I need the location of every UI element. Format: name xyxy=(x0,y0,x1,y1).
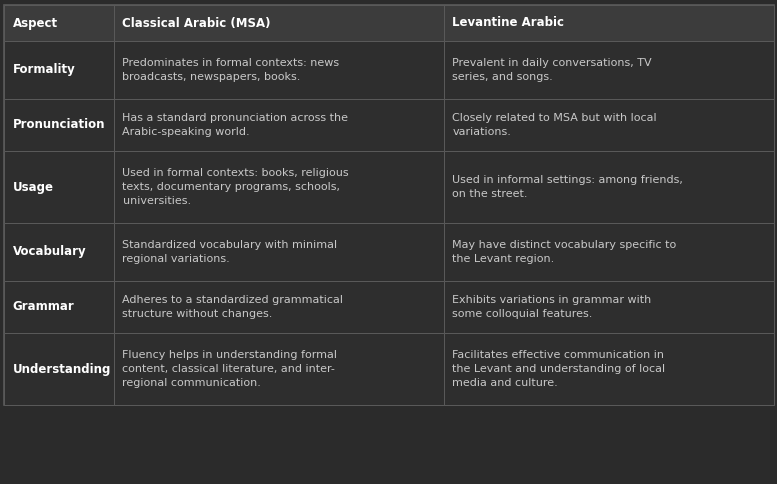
Bar xyxy=(113,333,444,405)
Bar xyxy=(113,281,444,333)
Bar xyxy=(4,41,113,99)
Text: Formality: Formality xyxy=(12,63,75,76)
Bar xyxy=(113,5,444,41)
Text: Has a standard pronunciation across the
Arabic-speaking world.: Has a standard pronunciation across the … xyxy=(123,113,349,137)
Text: Predominates in formal contexts: news
broadcasts, newspapers, books.: Predominates in formal contexts: news br… xyxy=(123,58,340,82)
Bar xyxy=(113,99,444,151)
Text: Prevalent in daily conversations, TV
series, and songs.: Prevalent in daily conversations, TV ser… xyxy=(452,58,652,82)
Bar xyxy=(4,5,113,41)
Text: May have distinct vocabulary specific to
the Levant region.: May have distinct vocabulary specific to… xyxy=(452,240,677,264)
Bar xyxy=(444,151,773,223)
Text: Aspect: Aspect xyxy=(12,16,57,30)
Bar xyxy=(113,223,444,281)
Text: Understanding: Understanding xyxy=(12,363,111,376)
Text: Standardized vocabulary with minimal
regional variations.: Standardized vocabulary with minimal reg… xyxy=(123,240,338,264)
Text: Fluency helps in understanding formal
content, classical literature, and inter-
: Fluency helps in understanding formal co… xyxy=(123,349,337,388)
Text: Adheres to a standardized grammatical
structure without changes.: Adheres to a standardized grammatical st… xyxy=(123,295,343,319)
Bar xyxy=(444,333,773,405)
Bar xyxy=(113,151,444,223)
Bar xyxy=(444,281,773,333)
Bar xyxy=(444,99,773,151)
Bar xyxy=(4,5,773,405)
Text: Usage: Usage xyxy=(12,181,54,194)
Bar xyxy=(444,223,773,281)
Bar xyxy=(4,333,113,405)
Bar xyxy=(4,99,113,151)
Text: Pronunciation: Pronunciation xyxy=(12,119,105,132)
Bar xyxy=(444,41,773,99)
Text: Vocabulary: Vocabulary xyxy=(12,245,86,258)
Text: Closely related to MSA but with local
variations.: Closely related to MSA but with local va… xyxy=(452,113,657,137)
Text: Classical Arabic (MSA): Classical Arabic (MSA) xyxy=(123,16,271,30)
Text: Facilitates effective communication in
the Levant and understanding of local
med: Facilitates effective communication in t… xyxy=(452,349,666,388)
Text: Used in informal settings: among friends,
on the street.: Used in informal settings: among friends… xyxy=(452,175,684,199)
Bar xyxy=(4,281,113,333)
Bar xyxy=(4,151,113,223)
Text: Used in formal contexts: books, religious
texts, documentary programs, schools,
: Used in formal contexts: books, religiou… xyxy=(123,167,349,206)
Text: Exhibits variations in grammar with
some colloquial features.: Exhibits variations in grammar with some… xyxy=(452,295,652,319)
Bar xyxy=(4,223,113,281)
Text: Levantine Arabic: Levantine Arabic xyxy=(452,16,565,30)
Bar xyxy=(113,41,444,99)
Bar xyxy=(444,5,773,41)
Text: Grammar: Grammar xyxy=(12,301,75,314)
